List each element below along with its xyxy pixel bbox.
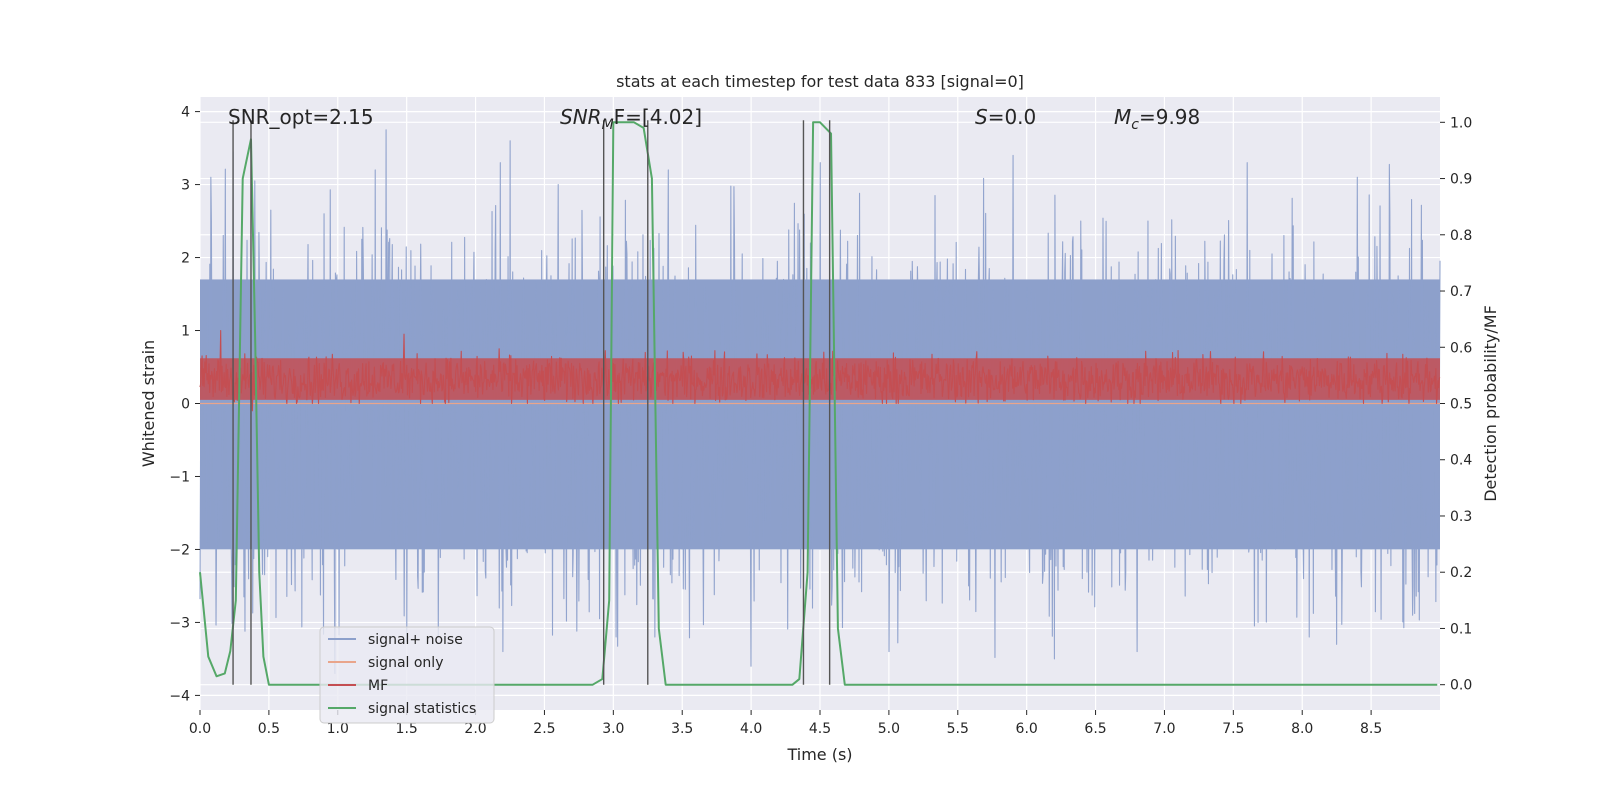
y2-tick-label: 0.3 — [1450, 509, 1472, 525]
x-axis-label: Time (s) — [786, 745, 852, 764]
x-tick-label: 6.5 — [1084, 721, 1106, 737]
x-tick-label: 7.5 — [1222, 721, 1244, 737]
y-tick-label: 0 — [181, 397, 190, 413]
legend-label-signal-only: signal only — [368, 655, 443, 671]
y-tick-label: 4 — [181, 105, 190, 121]
x-tick-label: 1.5 — [396, 721, 418, 737]
y2-tick-label: 0.7 — [1450, 284, 1472, 300]
y2-tick-label: 0.6 — [1450, 340, 1472, 356]
y-tick-label: 2 — [181, 251, 190, 267]
y2-tick-label: 0.4 — [1450, 453, 1472, 469]
legend-box — [319, 626, 495, 724]
y2-tick-label: 0.1 — [1450, 621, 1472, 637]
y-tick-label: −1 — [169, 469, 190, 485]
annotation-snr-mf-sub: M — [602, 117, 614, 133]
annotation-s-rest: =0.0 — [988, 105, 1037, 129]
x-tick-label: 1.0 — [327, 721, 349, 737]
y2-tick-label: 0.2 — [1450, 565, 1472, 581]
vertical-markers — [232, 120, 831, 685]
annotation-snr-mf-rest: F=[4.02] — [614, 105, 702, 129]
y2-tick-label: 0.5 — [1450, 397, 1472, 413]
x-tick-label: 8.0 — [1291, 721, 1313, 737]
x-tick-label: 5.0 — [878, 721, 900, 737]
x-tick-label: 5.5 — [947, 721, 969, 737]
annotation-s-main: S — [975, 105, 988, 129]
legend: signal+ noise signal only MF signal stat… — [319, 626, 495, 724]
annotation-mc-rest: =9.98 — [1139, 105, 1200, 129]
x-tick-label: 0.0 — [189, 721, 211, 737]
axes: 0.0 0.5 1.0 1.5 2.0 2.5 3.0 3.5 4.0 4.5 5.0 5.5 6.0 6… — [169, 105, 1472, 737]
x-tick-label: 7.0 — [1153, 721, 1175, 737]
annotation-mc-main: M — [1114, 105, 1131, 129]
x-tick-label: 4.0 — [740, 721, 762, 737]
y-axis-label: Whitened strain — [139, 340, 158, 467]
annotation-mc-sub: c — [1131, 117, 1139, 133]
annotation-s: S=0.0 — [975, 105, 1036, 129]
x-tick-label: 6.0 — [1016, 721, 1038, 737]
y-tick-label: −2 — [169, 542, 190, 558]
y2-tick-label: 0.9 — [1450, 172, 1472, 188]
y-tick-label: 1 — [181, 324, 190, 340]
y-tick-label: −4 — [169, 688, 190, 704]
legend-label-mf: MF — [368, 678, 388, 694]
annotation-mc: Mc=9.98 — [1114, 105, 1200, 133]
x-tick-label: 2.0 — [464, 721, 486, 737]
y2-tick-label: 0.0 — [1450, 678, 1472, 694]
chart-title: stats at each timestep for test data 833… — [616, 72, 1024, 91]
y2-tick-label: 0.8 — [1450, 228, 1472, 244]
y-tick-label: −3 — [169, 615, 190, 631]
x-tick-label: 8.5 — [1360, 721, 1382, 737]
legend-label-signal-noise: signal+ noise — [368, 632, 463, 648]
data-layer — [199, 121, 1441, 686]
y2-tick-label: 1.0 — [1450, 115, 1472, 131]
y-tick-label: 3 — [181, 178, 190, 194]
annotation-snr-mf-main: SNR — [560, 105, 602, 129]
x-tick-label: 2.5 — [533, 721, 555, 737]
x-tick-label: 3.0 — [602, 721, 624, 737]
annotation-snr-opt: SNR_opt=2.15 — [228, 105, 374, 129]
y2-axis-label: Detection probability/MF — [1481, 305, 1500, 502]
series-mf-line — [199, 329, 1441, 412]
x-tick-label: 4.5 — [809, 721, 831, 737]
x-tick-label: 0.5 — [258, 721, 280, 737]
legend-label-signal-statistics: signal statistics — [368, 701, 476, 717]
x-tick-label: 3.5 — [671, 721, 693, 737]
annotation-snr-mf: SNRMF=[4.02] — [560, 105, 702, 133]
